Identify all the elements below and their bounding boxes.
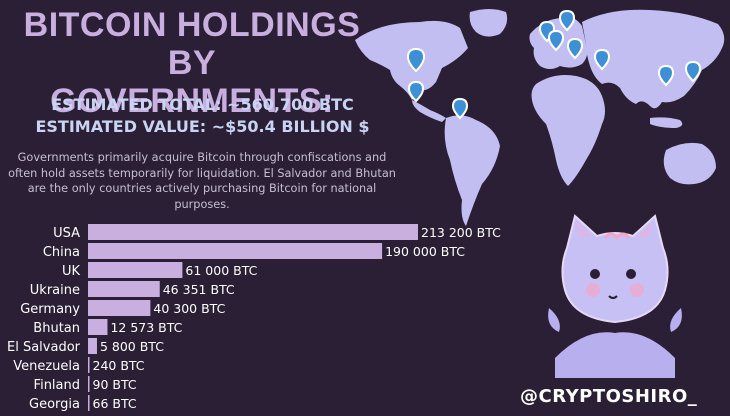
- estimated-value: ESTIMATED VALUE: ~$50.4 BILLION $: [35, 117, 370, 136]
- value-label-venezuela: 240 BTC: [93, 358, 145, 373]
- category-label-uk: UK: [62, 264, 81, 279]
- pin-el-salvador: [407, 80, 425, 103]
- bar-usa: [88, 224, 418, 240]
- description-text: Governments primarily acquire Bitcoin th…: [8, 151, 396, 211]
- australia-shape: [663, 142, 716, 185]
- pin-georgia: [593, 48, 611, 71]
- bar-georgia: [88, 395, 90, 411]
- africa-shape: [531, 75, 605, 186]
- category-label-germany: Germany: [20, 302, 80, 317]
- bar-finland: [88, 376, 90, 392]
- bar-uk: [88, 262, 183, 278]
- category-label-georgia: Georgia: [29, 397, 80, 412]
- south-america-shape: [444, 115, 500, 226]
- pin-ukraine: [566, 37, 584, 60]
- bar-venezuela: [88, 357, 90, 373]
- value-label-germany: 40 300 BTC: [153, 301, 225, 316]
- bar-bhutan: [88, 319, 108, 335]
- bar-germany: [88, 300, 151, 316]
- title-line-2: GOVERNMENTS:: [50, 82, 334, 120]
- value-label-georgia: 66 BTC: [93, 396, 137, 411]
- continents: [355, 9, 725, 226]
- pin-usa: [406, 47, 426, 73]
- pin-germany: [547, 29, 565, 52]
- value-label-usa: 213 200 BTC: [421, 225, 501, 240]
- category-label-ukraine: Ukraine: [30, 283, 80, 298]
- title-line-1: BITCOIN HOLDINGS BY: [23, 6, 361, 82]
- estimated-total: ESTIMATED TOTAL: ~560,700 BTC: [51, 95, 354, 114]
- category-label-usa: USA: [53, 226, 80, 241]
- holdings-bar-chart: USA 213 200 BTC China 190 000 BTC UK 61 000 B…: [7, 224, 501, 412]
- category-label-finland: Finland: [34, 378, 80, 393]
- pin-venezuela: [451, 97, 469, 120]
- author-handle: @CRYPTOSHIRO_: [520, 386, 698, 407]
- world-map: [355, 9, 725, 226]
- greenland-shape: [469, 9, 508, 37]
- indonesia-shape: [650, 117, 683, 128]
- bars-group: USA 213 200 BTC China 190 000 BTC UK 61 000 B…: [7, 224, 501, 412]
- bar-ukraine: [88, 281, 160, 297]
- asia-shape: [582, 9, 725, 109]
- chart-title: BITCOIN HOLDINGS BY GOVERNMENTS:: [0, 6, 384, 120]
- value-label-bhutan: 12 573 BTC: [110, 320, 182, 335]
- bar-china: [88, 243, 383, 259]
- category-label-bhutan: Bhutan: [33, 321, 80, 336]
- bar-el-salvador: [88, 338, 97, 354]
- cat-mascot-icon: [548, 214, 682, 378]
- category-label-china: China: [43, 245, 80, 260]
- value-label-el-salvador: 5 800 BTC: [100, 339, 164, 354]
- mascot-drawing: [548, 214, 682, 378]
- pin-china: [684, 60, 702, 83]
- category-label-venezuela: Venezuela: [13, 359, 80, 374]
- summary-stats: ESTIMATED TOTAL: ~560,700 BTC ESTIMATED …: [0, 94, 405, 138]
- value-label-ukraine: 46 351 BTC: [163, 282, 235, 297]
- value-label-uk: 61 000 BTC: [185, 263, 257, 278]
- category-label-el-salvador: El Salvador: [7, 340, 81, 355]
- pin-finland: [558, 9, 576, 32]
- pin-bhutan: [657, 64, 675, 87]
- location-pins: [406, 9, 702, 120]
- value-label-china: 190 000 BTC: [385, 244, 465, 259]
- central-america-shape: [412, 100, 446, 122]
- value-label-finland: 90 BTC: [93, 377, 137, 392]
